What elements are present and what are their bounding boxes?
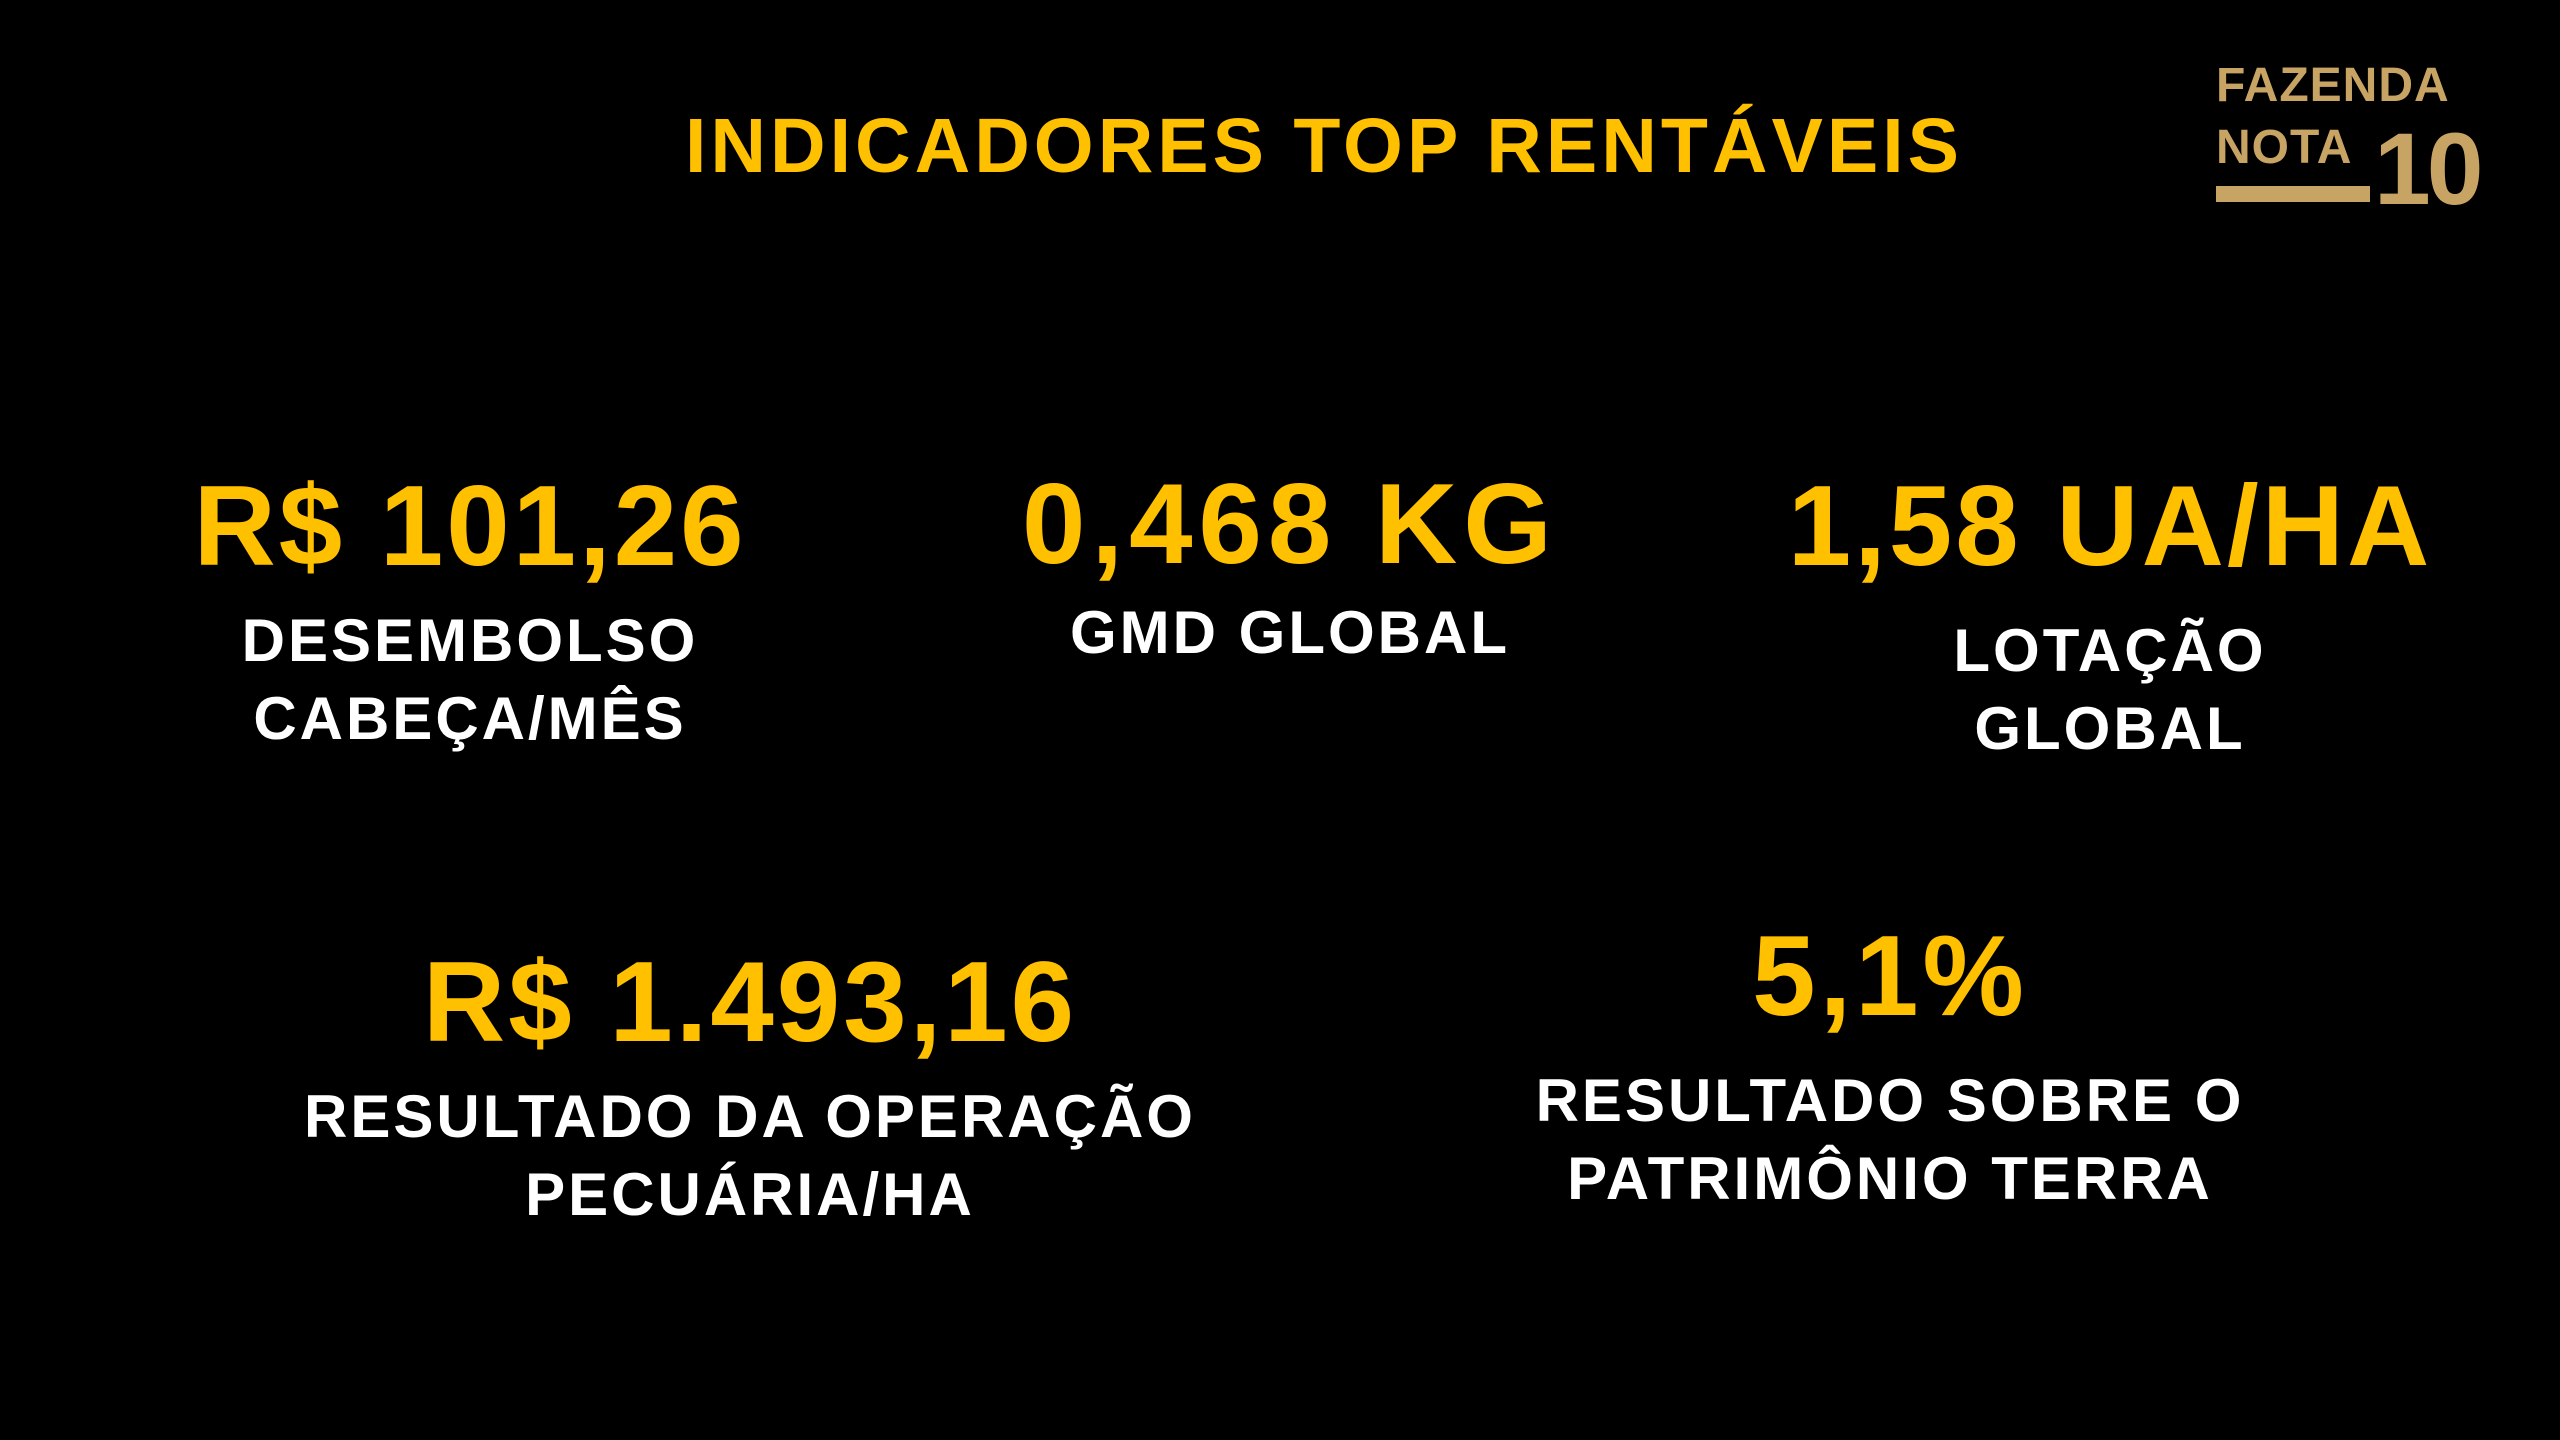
indicator-label: RESULTADO DA OPERAÇÃO PECUÁRIA/HA [304, 1083, 1196, 1228]
indicator-desembolso: R$ 101,26 DESEMBOLSO CABEÇA/MÊS [100, 470, 840, 758]
indicator-value: 1,58 UA/HA [1787, 463, 2433, 590]
indicator-label: GMD GLOBAL [1070, 599, 1510, 666]
logo-text-line2: NOTA [2216, 121, 2353, 174]
indicator-value: R$ 101,26 [193, 463, 747, 590]
indicator-value: 5,1% [1752, 913, 2028, 1040]
fazenda-nota-10-logo: FAZENDA NOTA 10 [2212, 58, 2512, 226]
slide-title: INDICADORES TOP RENTÁVEIS [684, 103, 1963, 189]
indicator-resultado-operacao: R$ 1.493,16 RESULTADO DA OPERAÇÃO PECUÁR… [230, 946, 1270, 1234]
logo-underline-bar [2216, 186, 2370, 202]
indicator-value: R$ 1.493,16 [422, 939, 1078, 1066]
logo-text-line1: FAZENDA [2216, 59, 2450, 112]
indicator-value: 0,468 KG [1022, 461, 1558, 588]
indicator-label: RESULTADO SOBRE O PATRIMÔNIO TERRA [1535, 1067, 2245, 1212]
indicator-label: LOTAÇÃO GLOBAL [1953, 617, 2267, 762]
indicator-resultado-patrimonio: 5,1% RESULTADO SOBRE O PATRIMÔNIO TERRA [1440, 920, 2340, 1218]
indicator-gmd: 0,468 KG GMD GLOBAL [940, 468, 1640, 672]
indicator-lotacao: 1,58 UA/HA LOTAÇÃO GLOBAL [1700, 470, 2520, 768]
logo-number: 10 [2374, 112, 2483, 226]
indicator-label: DESEMBOLSO CABEÇA/MÊS [241, 607, 699, 752]
